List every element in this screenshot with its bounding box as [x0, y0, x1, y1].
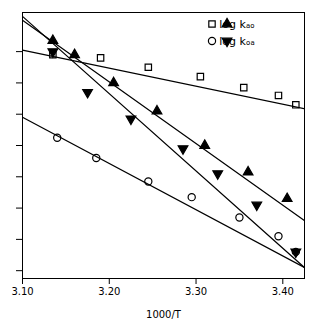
- svg-text:log kₐₒ: log kₐₒ: [219, 18, 255, 31]
- svg-text:1000/T: 1000/T: [146, 309, 182, 320]
- svg-text:3.10: 3.10: [11, 286, 33, 297]
- svg-text:3.30: 3.30: [185, 286, 207, 297]
- svg-text:3.20: 3.20: [98, 286, 120, 297]
- svg-text:3.40: 3.40: [272, 286, 294, 297]
- svg-text:log kₒₐ: log kₒₐ: [219, 35, 255, 48]
